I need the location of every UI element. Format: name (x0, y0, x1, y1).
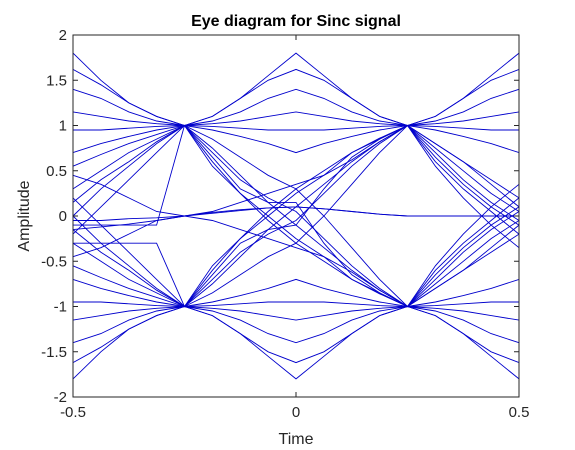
y-tick-label: -0.5 (41, 253, 67, 270)
eye-trace-9 (72, 306, 520, 344)
eye-trace-22 (72, 124, 520, 308)
eye-trace-3 (72, 88, 520, 126)
y-tick-label: 0 (59, 208, 67, 225)
tick-group: -0.5 0 0.5 -2 -1.5 -1 -0.5 0 0.5 1 1.5 2 (41, 27, 529, 421)
eye-trace-26 (72, 206, 519, 231)
eye-trace-5 (73, 125, 519, 131)
eye-trace-28 (72, 215, 520, 308)
y-tick-label: -1 (54, 299, 67, 316)
trace-group (72, 52, 520, 380)
chart-title: Eye diagram for Sinc signal (191, 13, 401, 30)
eye-trace-2 (72, 68, 520, 126)
eye-trace-17 (72, 124, 520, 308)
y-tick-label: 1 (59, 118, 67, 135)
eye-trace-4 (72, 111, 520, 126)
x-tick-label: -0.5 (60, 404, 86, 421)
eye-trace-16 (72, 124, 520, 308)
eye-trace-15 (72, 124, 520, 308)
eye-trace-18 (72, 124, 520, 308)
eye-trace-12 (72, 278, 520, 307)
x-axis-label: Time (279, 431, 314, 448)
x-tick-label: 0 (292, 404, 300, 421)
eye-trace-8 (72, 306, 520, 364)
eye-trace-10 (72, 306, 520, 321)
eye-trace-27 (72, 124, 520, 217)
eye-trace-11 (73, 301, 519, 307)
y-tick-label: -1.5 (41, 344, 67, 361)
y-tick-label: 0.5 (46, 163, 67, 180)
eye-trace-21 (72, 124, 520, 308)
y-axis-label: Amplitude (16, 180, 33, 251)
x-tick-label: 0.5 (509, 404, 530, 421)
y-tick-label: 2 (59, 27, 67, 44)
y-tick-label: 1.5 (46, 72, 67, 89)
y-tick-label: -2 (54, 389, 67, 406)
eye-trace-6 (72, 125, 520, 154)
